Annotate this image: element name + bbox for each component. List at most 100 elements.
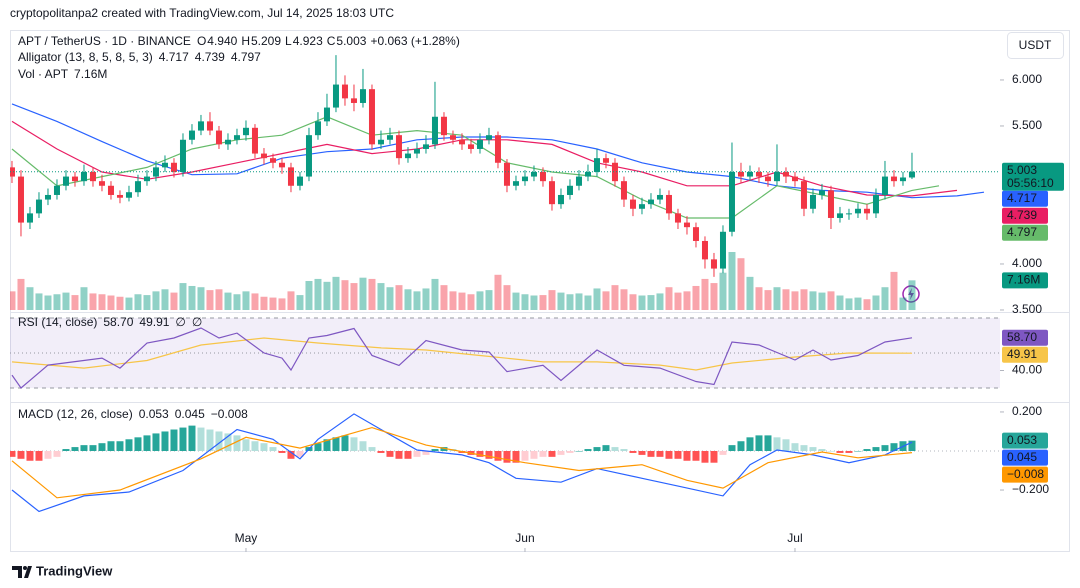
candle-body [404,153,411,159]
candle-body [854,208,861,214]
volume-bar [764,290,772,310]
candle-body [260,153,267,159]
candle-body [422,144,429,149]
macd-histogram-bar [638,450,646,455]
candle-body [476,139,483,149]
candle-body [755,171,762,177]
macd-histogram-bar [377,450,385,453]
macd-histogram-bar [584,449,592,451]
candle-body [341,84,348,99]
volume-bar [368,278,376,310]
candle-body [296,176,303,186]
macd-histogram-bar [53,450,61,457]
volume-bar [503,285,511,310]
macd-histogram-bar [278,450,286,453]
macd-histogram-bar [350,437,358,451]
macd-histogram-bar [413,450,421,457]
candle-body [44,194,51,200]
candle-body [773,171,780,182]
volume-bar [278,298,286,310]
candle-body [737,171,744,177]
macd-histogram-bar [179,427,187,451]
candle-body [440,116,447,136]
macd-histogram-bar [665,450,673,459]
volume-bar [881,287,889,310]
macd-histogram-bar [539,450,547,457]
legend-text: 4.923 [293,34,323,48]
macd-histogram-bar [251,441,259,451]
volume-bar [593,288,601,310]
candle-body [359,89,366,103]
candle-body [161,162,168,168]
value-label-box [1002,449,1048,466]
volume-bar [143,295,151,310]
candle-body [692,227,699,241]
macd-histogram-bar [836,450,844,453]
candle-body [782,171,789,177]
volume-bar [647,295,655,310]
volume-bar [719,272,727,310]
volume-bar [332,276,340,310]
macd-histogram-bar [692,450,700,461]
legend-text: 58.70 [103,315,133,329]
candle-body [530,171,537,177]
candle-body [386,135,393,140]
value-label-box [1002,207,1048,224]
volume-bar [809,291,817,310]
candle-body [629,199,636,209]
volume-bar [422,288,430,310]
volume-bar [737,258,745,310]
volume-bar [908,280,916,310]
macd-histogram-bar [674,450,682,459]
volume-bar [863,299,871,310]
volume-bar [98,294,106,310]
volume-bar [692,285,700,310]
volume-bar [701,278,709,310]
volume-bar [62,292,70,310]
legend-text: 4.797 [231,50,261,64]
volume-bar [116,296,124,310]
volume-bar [890,271,898,310]
volume-bar [188,285,196,310]
candle-body [188,130,195,140]
legend-text: 4.739 [195,50,225,64]
macd-histogram-bar [503,450,511,463]
volume-bar [71,295,79,310]
volume-bar [224,292,232,310]
legend-text: 4.940 [207,34,237,48]
macd-histogram-bar [197,427,205,451]
volume-bar [287,291,295,310]
volume-bar [386,287,394,310]
macd-histogram-bar [62,449,70,451]
y-tick-label: 40.00 [1012,363,1042,377]
candle-body [908,171,915,178]
candle-body [566,185,573,195]
volume-bar [557,292,565,310]
macd-histogram-bar [242,439,250,451]
volume-bar [782,289,790,310]
macd-histogram-bar [593,447,601,451]
legend-text: APT / TetherUS · 1D · BINANCE [18,34,191,48]
legend-text: L [285,34,292,48]
volume-bar [404,289,412,310]
candle-body [593,158,600,172]
macd-histogram-bar [908,440,916,451]
currency-button[interactable] [1007,32,1064,59]
macd-histogram-bar [206,429,214,451]
volume-bar [899,297,907,310]
brand-name: TradingView [36,563,113,578]
price-label-box [1002,162,1064,191]
currency-label[interactable]: USDT [1019,38,1052,52]
candle-body [512,181,519,186]
candle-body [674,213,681,223]
macd-histogram-bar [404,450,412,459]
candle-body [890,176,897,182]
macd-histogram-bar [143,435,151,451]
macd-histogram-bar [818,449,826,451]
candle-body [656,194,663,200]
candle-body [395,135,402,159]
candle-body [323,107,330,122]
volume-bar [134,294,142,310]
candle-body [224,139,231,145]
